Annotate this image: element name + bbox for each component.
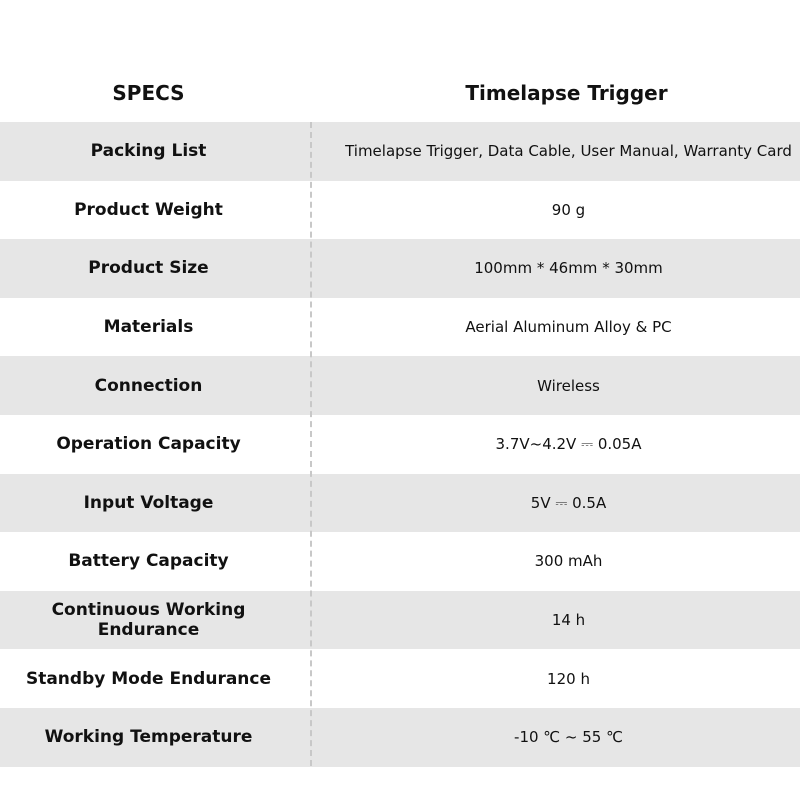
spec-value: 120 h (547, 669, 590, 688)
spec-label: Standby Mode Endurance (25, 668, 272, 689)
spec-value: Timelapse Trigger, Data Cable, User Manu… (345, 142, 792, 161)
spec-label: Operation Capacity (56, 434, 241, 455)
spec-label: Working Temperature (44, 727, 253, 748)
spec-value: 14 h (551, 611, 586, 630)
spec-label: Connection (94, 375, 203, 396)
table-row: Product Size 100mm * 46mm * 30mm (0, 239, 800, 298)
spec-value: Wireless (537, 376, 600, 395)
table-row: Operation Capacity 3.7V~4.2V ⎓ 0.05A (0, 415, 800, 474)
table-row: Connection Wireless (0, 356, 800, 415)
header-specs: SPECS (112, 80, 185, 105)
spec-label: Product Size (88, 258, 209, 279)
table-row: Battery Capacity 300 mAh (0, 532, 800, 591)
table-row: Continuous Working Endurance 14 h (0, 590, 800, 650)
spec-value: 90 g (551, 200, 586, 219)
spec-value: 3.7V~4.2V ⎓ 0.05A (495, 435, 642, 454)
spec-value: 5V ⎓ 0.5A (530, 493, 607, 512)
spec-value: Aerial Aluminum Alloy & PC (465, 318, 672, 337)
table-row: Packing List Timelapse Trigger, Data Cabl… (0, 122, 800, 181)
table-row: Product Weight 90 g (0, 181, 800, 240)
specs-table: SPECS Timelapse Trigger Packing List Time… (0, 63, 800, 767)
header-product: Timelapse Trigger (465, 80, 668, 105)
table-row: Input Voltage 5V ⎓ 0.5A (0, 473, 800, 533)
table-row: Materials Aerial Aluminum Alloy & PC (0, 298, 800, 357)
table-row: Working Temperature -10 ℃ ~ 55 ℃ (0, 707, 800, 767)
column-divider (310, 122, 312, 766)
spec-label: Packing List (90, 141, 207, 162)
spec-label: Continuous Working Endurance (51, 600, 246, 641)
spec-label: Product Weight (74, 199, 223, 220)
spec-label: Materials (103, 317, 194, 338)
spec-label: Input Voltage (83, 492, 214, 513)
spec-value: -10 ℃ ~ 55 ℃ (514, 728, 623, 747)
spec-value: 100mm * 46mm * 30mm (474, 259, 663, 278)
table-header: SPECS Timelapse Trigger (0, 63, 800, 122)
spec-value: 300 mAh (534, 552, 603, 571)
spec-label: Battery Capacity (68, 551, 229, 572)
table-row: Standby Mode Endurance 120 h (0, 649, 800, 708)
